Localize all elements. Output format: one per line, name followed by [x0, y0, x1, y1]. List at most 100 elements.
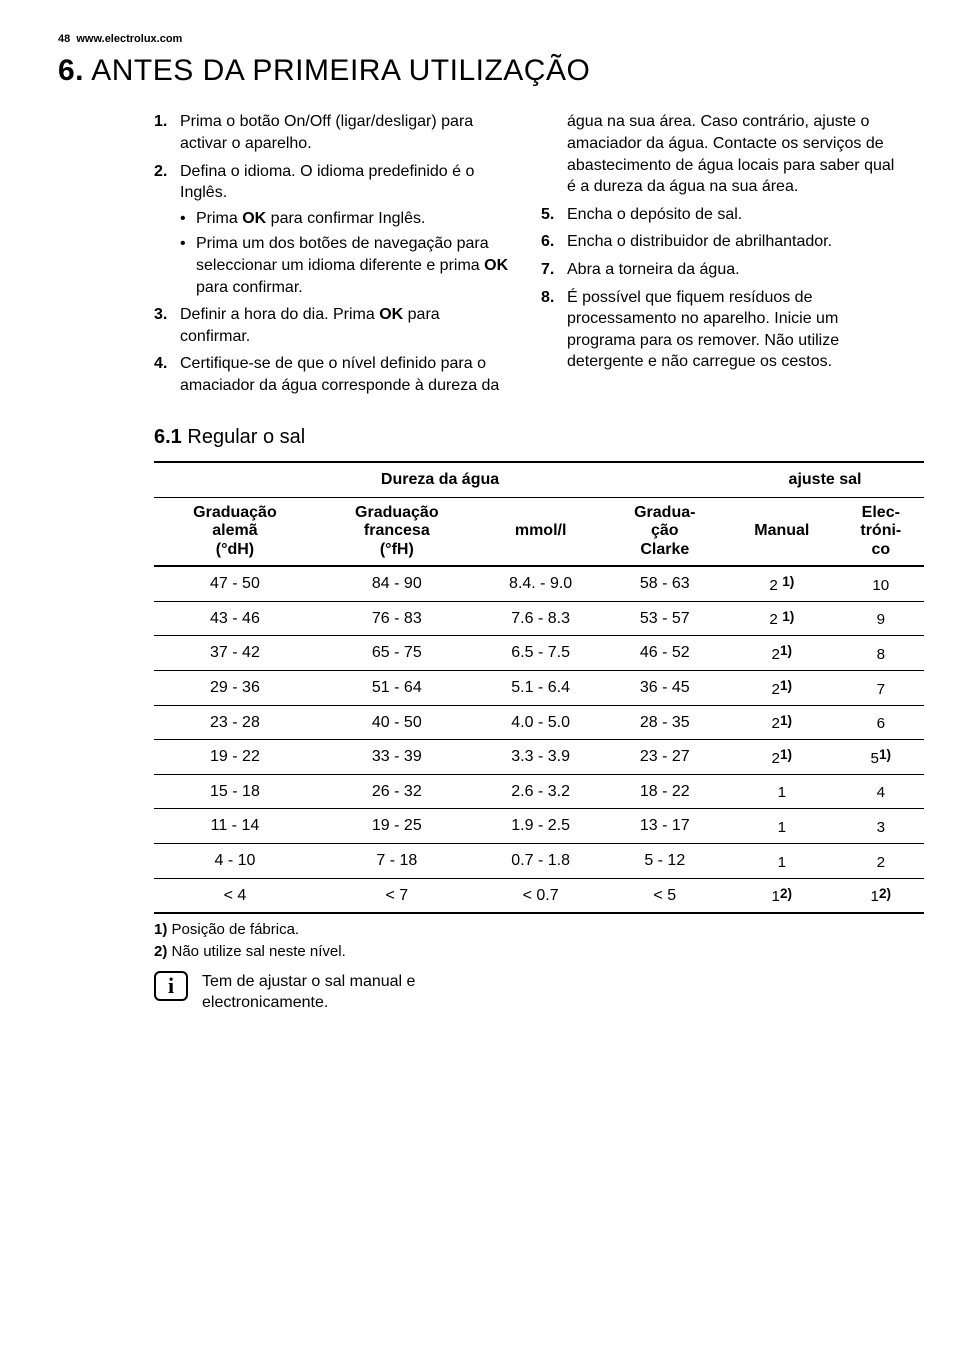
table-cell: 76 - 83: [316, 601, 478, 636]
table-cell: 7: [838, 671, 924, 706]
table-cell: 28 - 35: [604, 705, 727, 740]
table-row: 37 - 4265 - 756.5 - 7.546 - 5221)8: [154, 636, 924, 671]
table-column-header: Manual: [726, 498, 838, 567]
step-subitem: Prima OK para confirmar Inglês.: [180, 208, 509, 230]
table-cell: 21): [726, 740, 838, 775]
table-cell: 47 - 50: [154, 566, 316, 601]
table-row: 4 - 107 - 180.7 - 1.85 - 1212: [154, 843, 924, 878]
table-cell: 15 - 18: [154, 774, 316, 809]
table-cell: 37 - 42: [154, 636, 316, 671]
table-cell: 53 - 57: [604, 601, 727, 636]
ok-label: OK: [242, 210, 266, 227]
table-cell: 5 - 12: [604, 843, 727, 878]
table-row: 11 - 1419 - 251.9 - 2.513 - 1713: [154, 809, 924, 844]
table-cell: 5.1 - 6.4: [478, 671, 604, 706]
table-cell: 29 - 36: [154, 671, 316, 706]
table-row: 19 - 2233 - 393.3 - 3.923 - 2721)51): [154, 740, 924, 775]
table-cell: 12): [726, 878, 838, 913]
table-cell: 4.0 - 5.0: [478, 705, 604, 740]
table-row: 23 - 2840 - 504.0 - 5.028 - 3521)6: [154, 705, 924, 740]
footnote: 1) Posição de fábrica.: [154, 920, 896, 940]
table-cell: 2 1): [726, 566, 838, 601]
header-url: www.electrolux.com: [76, 33, 182, 45]
section-text: ANTES DA PRIMEIRA UTILIZAÇÃO: [91, 54, 590, 87]
table-cell: 84 - 90: [316, 566, 478, 601]
info-note: i Tem de ajustar o sal manual e electron…: [154, 971, 896, 1014]
table-cell: 1: [726, 774, 838, 809]
table-cell: 21): [726, 705, 838, 740]
step-item: É possível que fiquem resíduos de proces…: [541, 287, 896, 373]
table-cell: 8: [838, 636, 924, 671]
table-cell: 11 - 14: [154, 809, 316, 844]
instructions-columns: Prima o botão On/Off (ligar/desligar) pa…: [154, 111, 896, 396]
table-column-header: Graduaçãoalemã(°dH): [154, 498, 316, 567]
subsection-number: 6.1: [154, 426, 182, 448]
table-cell: 6: [838, 705, 924, 740]
table-cell: 19 - 25: [316, 809, 478, 844]
page-number: 48: [58, 33, 70, 45]
step-item: Encha o distribuidor de abrilhantador.: [541, 231, 896, 253]
table-cell: 23 - 28: [154, 705, 316, 740]
info-text: Tem de ajustar o sal manual e electronic…: [202, 971, 462, 1014]
table-cell: 36 - 45: [604, 671, 727, 706]
table-cell: 0.7 - 1.8: [478, 843, 604, 878]
table-cell: 7 - 18: [316, 843, 478, 878]
table-row: 43 - 4676 - 837.6 - 8.353 - 572 1)9: [154, 601, 924, 636]
table-cell: 2 1): [726, 601, 838, 636]
ok-label: OK: [379, 306, 403, 323]
table-cell: 2.6 - 3.2: [478, 774, 604, 809]
table-cell: 19 - 22: [154, 740, 316, 775]
table-row: < 4< 7< 0.7< 512)12): [154, 878, 924, 913]
table-cell: 10: [838, 566, 924, 601]
table-cell: 8.4. - 9.0: [478, 566, 604, 601]
table-row: 29 - 3651 - 645.1 - 6.436 - 4521)7: [154, 671, 924, 706]
footnote: 2) Não utilize sal neste nível.: [154, 942, 896, 962]
table-cell: 12): [838, 878, 924, 913]
table-cell: 13 - 17: [604, 809, 727, 844]
footnotes: 1) Posição de fábrica.2) Não utilize sal…: [154, 920, 896, 963]
table-cell: 4 - 10: [154, 843, 316, 878]
table-cell: 1: [726, 843, 838, 878]
step-subitem: Prima um dos botões de navegação para se…: [180, 233, 509, 298]
table-cell: 58 - 63: [604, 566, 727, 601]
table-cell: 2: [838, 843, 924, 878]
table-cell: 1: [726, 809, 838, 844]
table-group-salt: ajuste sal: [726, 462, 924, 497]
step-item: Defina o idioma. O idioma predefinido é …: [154, 161, 509, 299]
table-cell: 23 - 27: [604, 740, 727, 775]
step-item: Prima o botão On/Off (ligar/desligar) pa…: [154, 111, 509, 154]
table-cell: 40 - 50: [316, 705, 478, 740]
subsection-text: Regular o sal: [187, 426, 305, 448]
info-icon: i: [154, 971, 188, 1001]
salt-table: Dureza da água ajuste sal Graduaçãoalemã…: [154, 461, 924, 914]
step-item: Encha o depósito de sal.: [541, 204, 896, 226]
table-row: 15 - 1826 - 322.6 - 3.218 - 2214: [154, 774, 924, 809]
table-cell: 3.3 - 3.9: [478, 740, 604, 775]
table-cell: 26 - 32: [316, 774, 478, 809]
table-column-header: mmol/l: [478, 498, 604, 567]
table-cell: 3: [838, 809, 924, 844]
table-cell: 51): [838, 740, 924, 775]
table-row: 47 - 5084 - 908.4. - 9.058 - 632 1)10: [154, 566, 924, 601]
table-cell: 7.6 - 8.3: [478, 601, 604, 636]
steps-list: Prima o botão On/Off (ligar/desligar) pa…: [154, 111, 896, 396]
step-item: Definir a hora do dia. Prima OK para con…: [154, 304, 509, 347]
table-cell: < 7: [316, 878, 478, 913]
table-cell: < 4: [154, 878, 316, 913]
table-column-header: Graduaçãofrancesa(°fH): [316, 498, 478, 567]
ok-label: OK: [484, 257, 508, 274]
page-header: 48 www.electrolux.com: [58, 32, 896, 47]
table-column-header: Elec-tróni-co: [838, 498, 924, 567]
table-cell: < 0.7: [478, 878, 604, 913]
table-cell: 18 - 22: [604, 774, 727, 809]
table-cell: < 5: [604, 878, 727, 913]
table-group-hardness: Dureza da água: [154, 462, 726, 497]
table-cell: 21): [726, 636, 838, 671]
table-cell: 6.5 - 7.5: [478, 636, 604, 671]
table-cell: 21): [726, 671, 838, 706]
table-cell: 43 - 46: [154, 601, 316, 636]
step-item: Abra a torneira da água.: [541, 259, 896, 281]
table-cell: 4: [838, 774, 924, 809]
table-cell: 51 - 64: [316, 671, 478, 706]
section-number: 6.: [58, 54, 84, 87]
